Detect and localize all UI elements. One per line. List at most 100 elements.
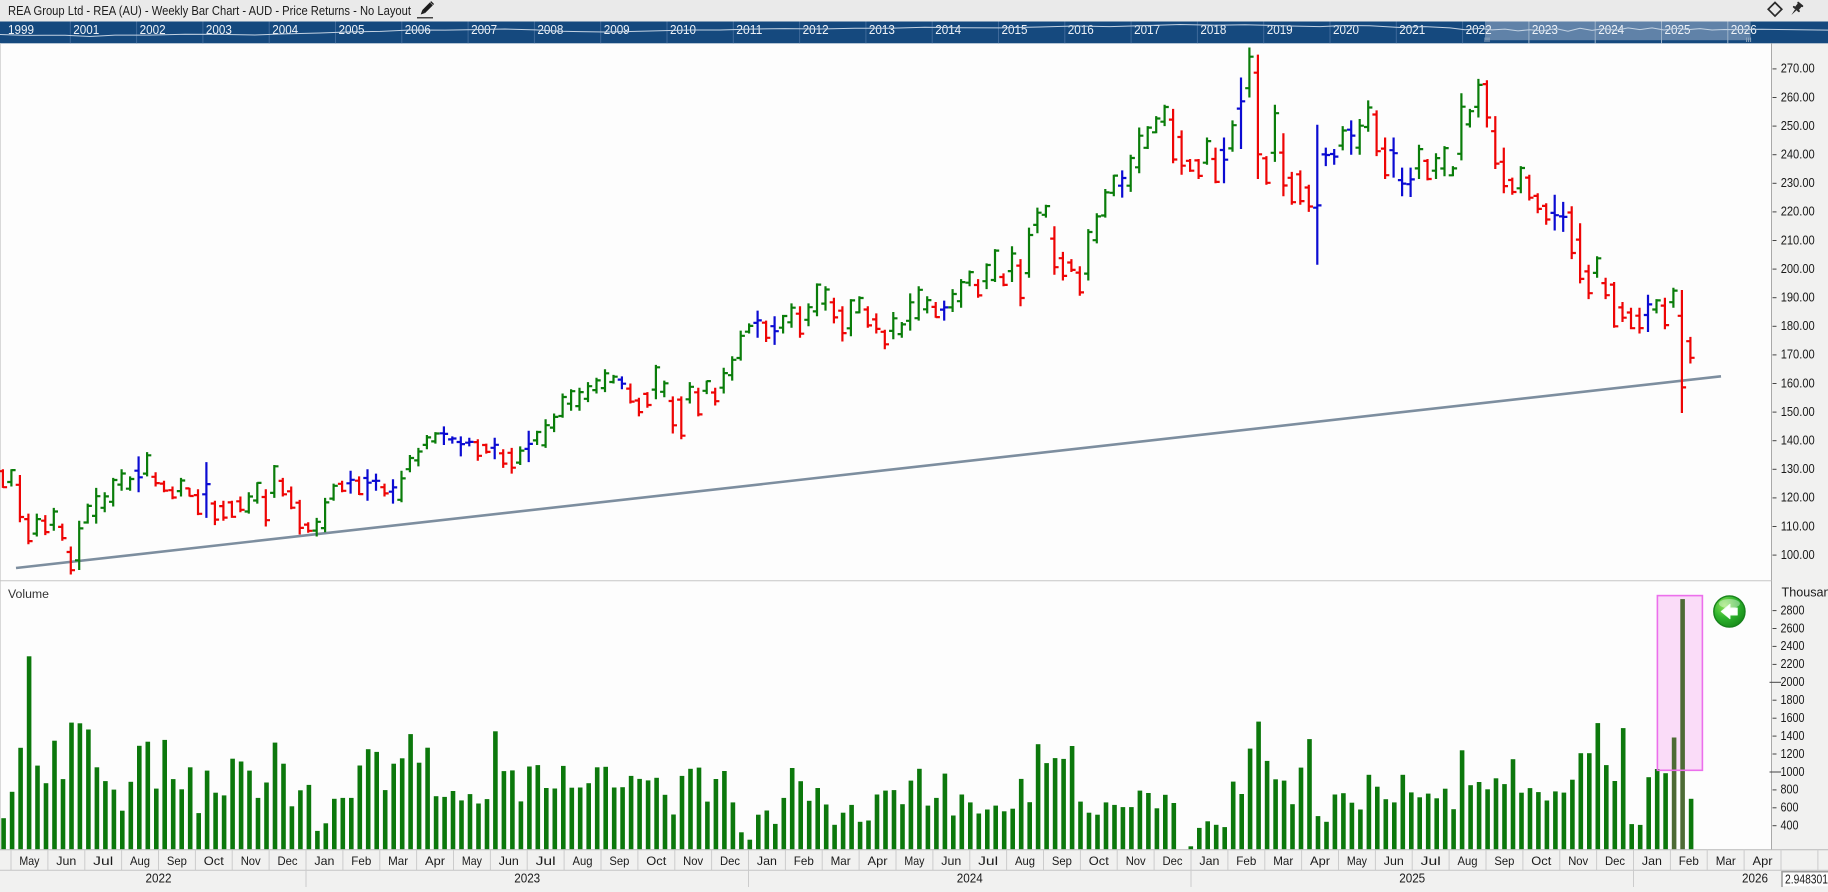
svg-text:2015: 2015 — [1002, 22, 1028, 37]
svg-text:Dec: Dec — [1605, 854, 1625, 868]
svg-text:Thousands: Thousands — [1782, 586, 1828, 600]
svg-text:140.00: 140.00 — [1781, 434, 1815, 448]
svg-text:180.00: 180.00 — [1781, 319, 1815, 333]
svg-text:Jun: Jun — [499, 854, 519, 868]
svg-text:Nov: Nov — [1568, 854, 1588, 868]
svg-text:Oct: Oct — [204, 854, 225, 868]
svg-text:270.00: 270.00 — [1781, 62, 1815, 76]
svg-text:260.00: 260.00 — [1781, 90, 1815, 104]
svg-text:Apr: Apr — [425, 854, 445, 868]
svg-text:Sep: Sep — [1494, 854, 1514, 868]
svg-text:Mar: Mar — [1273, 854, 1293, 868]
svg-text:2012: 2012 — [803, 22, 829, 37]
svg-text:1600: 1600 — [1781, 711, 1805, 725]
svg-text:May: May — [19, 854, 39, 868]
svg-text:600: 600 — [1781, 801, 1799, 815]
svg-text:Feb: Feb — [351, 854, 371, 868]
svg-text:Jun: Jun — [1384, 854, 1404, 868]
svg-text:2026: 2026 — [1742, 871, 1768, 886]
svg-text:Dec: Dec — [278, 854, 298, 868]
svg-text:Jul: Jul — [1421, 854, 1441, 868]
svg-text:170.00: 170.00 — [1781, 348, 1815, 362]
svg-text:240.00: 240.00 — [1781, 148, 1815, 162]
svg-text:Nov: Nov — [241, 854, 261, 868]
svg-text:Jan: Jan — [1642, 854, 1662, 868]
svg-text:2022: 2022 — [146, 871, 172, 886]
svg-text:Aug: Aug — [573, 854, 593, 868]
svg-text:2000: 2000 — [1781, 675, 1805, 689]
svg-text:2021: 2021 — [1399, 22, 1425, 37]
svg-text:Oct: Oct — [1531, 854, 1552, 868]
svg-text:400: 400 — [1781, 819, 1799, 833]
svg-text:Jul: Jul — [536, 854, 556, 868]
svg-text:2200: 2200 — [1781, 657, 1805, 671]
svg-text:2400: 2400 — [1781, 639, 1805, 653]
svg-text:2008: 2008 — [537, 22, 563, 37]
svg-text:130.00: 130.00 — [1781, 462, 1815, 476]
svg-text:Nov: Nov — [1126, 854, 1146, 868]
svg-text:2025: 2025 — [1399, 871, 1425, 886]
svg-text:Nov: Nov — [683, 854, 703, 868]
svg-text:2005: 2005 — [339, 22, 365, 37]
svg-text:Jun: Jun — [941, 854, 961, 868]
svg-text:Oct: Oct — [646, 854, 667, 868]
svg-text:200.00: 200.00 — [1781, 262, 1815, 276]
svg-text:Dec: Dec — [1163, 854, 1183, 868]
svg-text:2014: 2014 — [935, 22, 961, 37]
svg-text:Sep: Sep — [167, 854, 187, 868]
svg-text:800: 800 — [1781, 783, 1799, 797]
svg-text:Dec: Dec — [720, 854, 740, 868]
svg-text:Feb: Feb — [1679, 854, 1699, 868]
svg-text:Oct: Oct — [1089, 854, 1110, 868]
svg-text:Mar: Mar — [831, 854, 851, 868]
svg-text:Feb: Feb — [1236, 854, 1256, 868]
svg-text:Aug: Aug — [130, 854, 150, 868]
svg-text:2004: 2004 — [272, 22, 298, 37]
svg-text:May: May — [1347, 854, 1367, 868]
svg-text:2800: 2800 — [1781, 603, 1805, 617]
svg-text:1800: 1800 — [1781, 693, 1805, 707]
svg-text:230.00: 230.00 — [1781, 176, 1815, 190]
svg-text:Jul: Jul — [93, 854, 113, 868]
svg-text:Jul: Jul — [978, 854, 998, 868]
svg-text:190.00: 190.00 — [1781, 291, 1815, 305]
svg-text:2001: 2001 — [73, 22, 99, 37]
svg-text:May: May — [462, 854, 482, 868]
svg-text:2019: 2019 — [1267, 22, 1293, 37]
svg-text:1400: 1400 — [1781, 729, 1805, 743]
svg-text:2009: 2009 — [604, 22, 630, 37]
svg-text:2023: 2023 — [514, 871, 540, 886]
svg-text:220.00: 220.00 — [1781, 205, 1815, 219]
svg-text:2600: 2600 — [1781, 621, 1805, 635]
svg-text:160.00: 160.00 — [1781, 376, 1815, 390]
svg-text:Jan: Jan — [1199, 854, 1219, 868]
svg-text:May: May — [904, 854, 924, 868]
svg-text:Feb: Feb — [794, 854, 814, 868]
svg-text:210.00: 210.00 — [1781, 233, 1815, 247]
svg-text:150.00: 150.00 — [1781, 405, 1815, 419]
svg-text:Aug: Aug — [1015, 854, 1035, 868]
svg-text:110.00: 110.00 — [1781, 519, 1815, 533]
svg-text:120.00: 120.00 — [1781, 491, 1815, 505]
svg-text:2017: 2017 — [1134, 22, 1160, 37]
svg-text:Volume: Volume — [8, 587, 49, 601]
svg-text:Jan: Jan — [314, 854, 334, 868]
svg-text:2016: 2016 — [1068, 22, 1094, 37]
svg-text:Jun: Jun — [56, 854, 76, 868]
svg-text:Aug: Aug — [1458, 854, 1478, 868]
svg-text:REA Group Ltd - REA (AU) - Wee: REA Group Ltd - REA (AU) - Weekly Bar Ch… — [8, 3, 411, 18]
svg-text:2018: 2018 — [1200, 22, 1226, 37]
svg-text:Apr: Apr — [1310, 854, 1330, 868]
svg-text:250.00: 250.00 — [1781, 119, 1815, 133]
svg-text:Mar: Mar — [1716, 854, 1736, 868]
svg-text:2020: 2020 — [1333, 22, 1359, 37]
svg-text:Sep: Sep — [609, 854, 629, 868]
svg-text:1000: 1000 — [1781, 765, 1805, 779]
svg-text:Sep: Sep — [1052, 854, 1072, 868]
svg-text:2023: 2023 — [1532, 22, 1558, 37]
svg-text:100.00: 100.00 — [1781, 548, 1815, 562]
svg-text:Mar: Mar — [388, 854, 408, 868]
svg-text:1200: 1200 — [1781, 747, 1805, 761]
svg-text:Apr: Apr — [868, 854, 888, 868]
svg-text:Jan: Jan — [757, 854, 777, 868]
